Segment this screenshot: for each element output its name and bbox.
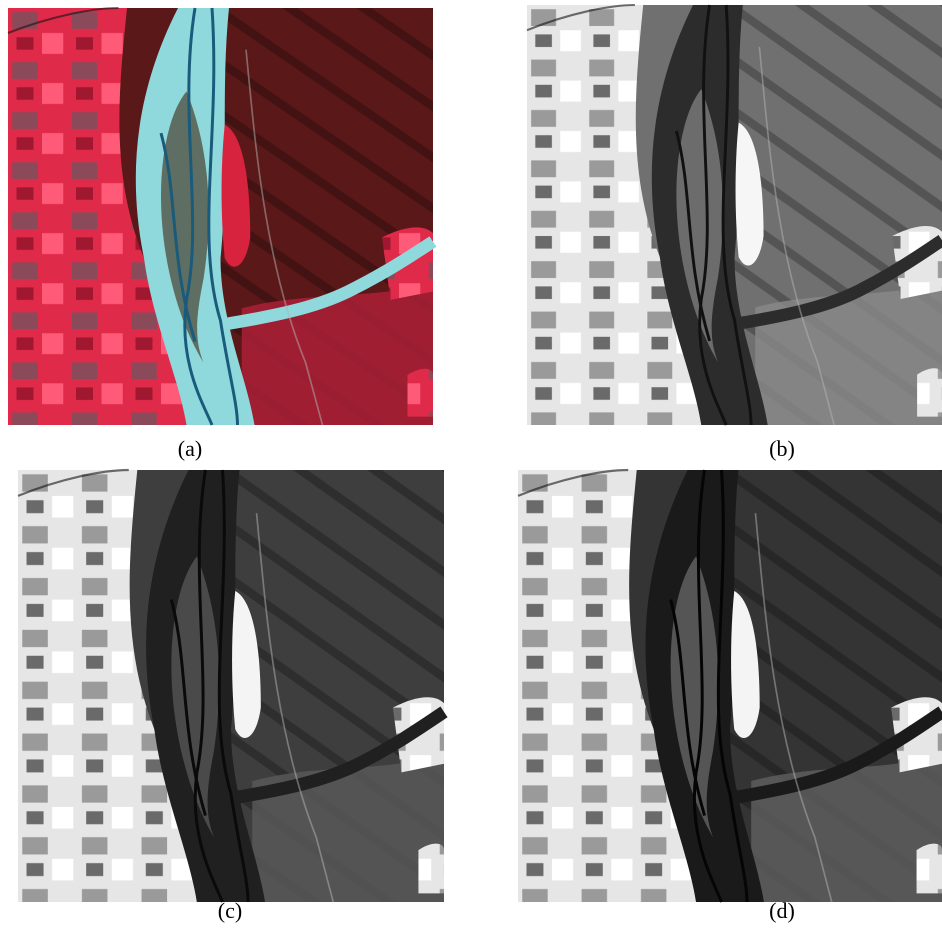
- image-panel: [8, 8, 433, 425]
- figure: (a) (b) (c) (d): [0, 0, 942, 924]
- image-panel: [518, 470, 942, 902]
- image-panel: [527, 5, 942, 425]
- farmland: [917, 844, 942, 894]
- caption: (b): [769, 436, 795, 461]
- farmland: [755, 282, 942, 425]
- farmland: [917, 368, 942, 416]
- caption: (a): [178, 436, 202, 461]
- farmland: [408, 369, 434, 417]
- farmland: [252, 755, 444, 902]
- farmland: [751, 755, 942, 902]
- image-panel: [18, 470, 444, 902]
- farmland: [418, 844, 444, 894]
- farmland: [242, 283, 433, 425]
